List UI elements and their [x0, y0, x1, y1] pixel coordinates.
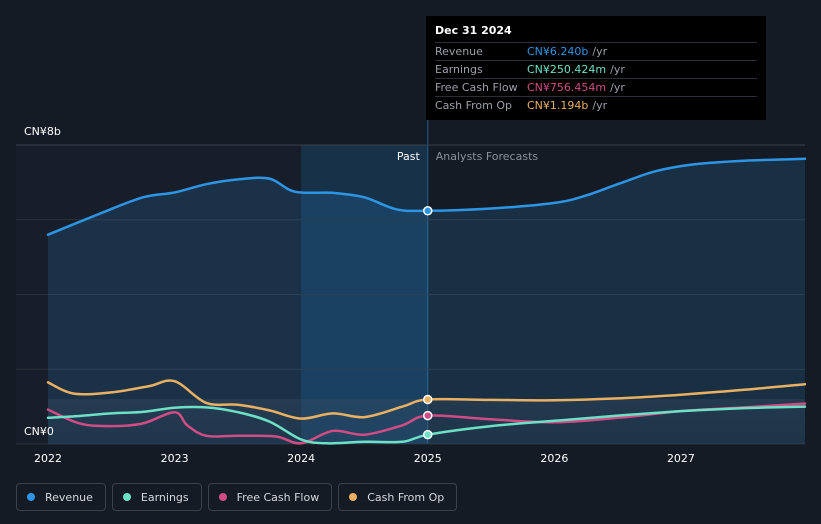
tooltip-value: CN¥756.454m	[527, 81, 607, 94]
tooltip-unit: /yr	[592, 45, 608, 58]
y-axis-top-label: CN¥8b	[24, 125, 61, 138]
earnings-dot-icon	[122, 493, 131, 501]
x-tick-label: 2026	[540, 452, 568, 465]
cash-from-op-marker	[423, 394, 433, 405]
tooltip-label: Cash From Op	[435, 99, 513, 112]
tooltip-row-cash-from-op: Cash From Op CN¥1.194b /yr	[435, 96, 757, 114]
free-cash-flow-marker	[423, 410, 433, 421]
tooltip: Dec 31 2024 Revenue CN¥6.240b /yr Earnin…	[426, 16, 766, 120]
legend-item-revenue[interactable]: Revenue	[16, 483, 106, 511]
tooltip-value: CN¥1.194b	[527, 99, 589, 112]
legend-label: Revenue	[45, 490, 93, 504]
legend-item-earnings[interactable]: Earnings	[111, 483, 202, 511]
tooltip-unit: /yr	[610, 81, 625, 94]
legend-label: Free Cash Flow	[236, 490, 320, 504]
tooltip-label: Earnings	[435, 63, 483, 76]
tooltip-row-free-cash-flow: Free Cash Flow CN¥756.454m /yr	[435, 78, 757, 96]
tooltip-label: Free Cash Flow	[435, 81, 518, 94]
legend-label: Earnings	[140, 490, 189, 504]
earnings-line	[46, 405, 807, 445]
x-tick-label: 2027	[667, 452, 695, 465]
x-tick-label: 2022	[34, 452, 62, 465]
legend-item-cash-from-op[interactable]: Cash From Op	[338, 483, 458, 511]
y-axis-bottom-label: CN¥0	[24, 425, 54, 438]
x-tick-label: 2023	[161, 452, 189, 465]
tooltip-date: Dec 31 2024	[435, 24, 512, 37]
tooltip-row-earnings: Earnings CN¥250.424m /yr	[435, 60, 757, 78]
earnings-marker	[423, 429, 433, 440]
free-cash-flow-dot-icon	[218, 493, 227, 501]
tooltip-value: CN¥6.240b	[527, 45, 589, 58]
revenue-marker	[423, 206, 433, 216]
tooltip-label: Revenue	[435, 45, 483, 58]
cash-from-op-dot-icon	[349, 493, 358, 501]
revenue-dot-icon	[27, 493, 35, 501]
legend-item-free-cash-flow[interactable]: Free Cash Flow	[207, 483, 333, 511]
forecast-label: Analysts Forecasts	[436, 150, 539, 163]
revenue-area	[48, 158, 805, 445]
tooltip-row-revenue: Revenue CN¥6.240b /yr	[435, 42, 757, 60]
x-tick-label: 2025	[414, 452, 442, 465]
cash-from-op-line	[46, 379, 807, 420]
legend-label: Cash From Op	[367, 490, 445, 504]
tooltip-unit: /yr	[592, 99, 608, 112]
x-tick-label: 2024	[287, 452, 315, 465]
legend: Revenue Earnings Free Cash Flow Cash Fro…	[16, 483, 458, 513]
tooltip-value: CN¥250.424m	[527, 63, 607, 76]
past-label: Past	[397, 150, 421, 163]
free-cash-flow-line	[46, 402, 807, 445]
tooltip-unit: /yr	[610, 63, 625, 76]
revenue-line	[46, 157, 807, 236]
